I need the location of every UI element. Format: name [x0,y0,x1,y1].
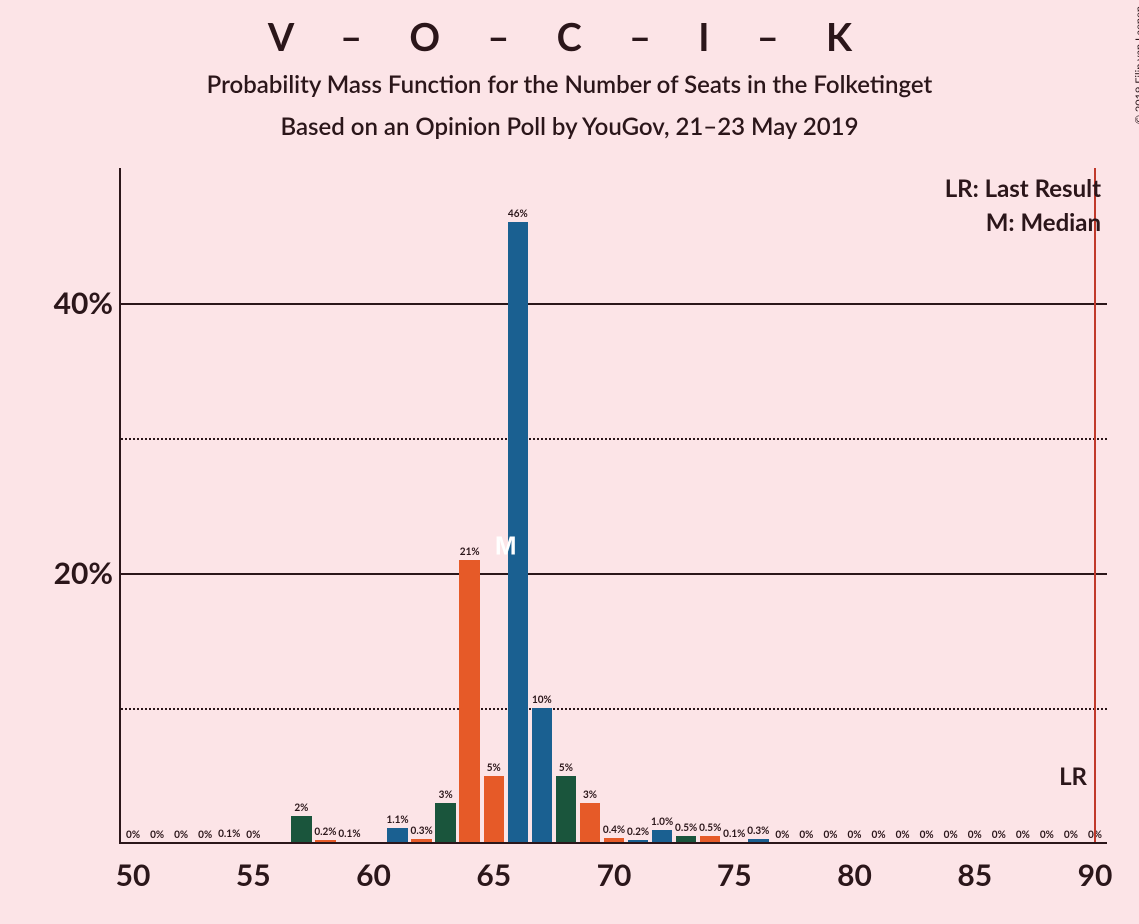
bar-value-label: 0% [1016,829,1030,841]
bar-value-label: 0% [799,829,813,841]
bar [484,776,504,844]
bar-value-label: 5% [559,762,573,774]
xtick-label: 55 [236,843,271,893]
bar-value-label: 0.5% [675,822,697,834]
lr-label: LR [1059,762,1087,791]
bar-value-label: 0% [944,829,958,841]
bar-value-label: 5% [487,762,501,774]
xtick-label: 80 [837,843,872,893]
bar-value-label: 2% [294,802,308,814]
bar-value-label: 3% [439,789,453,801]
bar-value-label: 0.3% [411,825,433,837]
bar-value-label: 46% [508,208,528,220]
chart-subtitle-1: Probability Mass Function for the Number… [0,70,1139,99]
bar-value-label: 0.1% [218,828,240,840]
bar-value-label: 3% [583,789,597,801]
gridline-major [121,573,1107,575]
bar [459,560,479,844]
bar [387,828,407,843]
bar-value-label: 0.2% [314,826,336,838]
bar [556,776,576,844]
bar-value-label: 21% [460,546,480,558]
xtick-label: 85 [957,843,992,893]
xtick-label: 90 [1078,843,1113,893]
gridline-minor [121,438,1107,440]
bar-value-label: 0% [992,829,1006,841]
bar-value-label: 0% [246,829,260,841]
lr-line [1094,168,1096,843]
chart-title: V – O – C – I – K [0,14,1139,60]
bar-value-label: 0.3% [747,825,769,837]
bar-value-label: 0% [150,829,164,841]
bar-value-label: 0% [198,829,212,841]
bar [291,816,311,843]
bar-value-label: 0% [847,829,861,841]
bar-value-label: 0% [872,829,886,841]
xtick-label: 75 [717,843,752,893]
bar-value-label: 0% [126,829,140,841]
bar-value-label: 10% [532,694,552,706]
xtick-label: 70 [597,843,632,893]
bar-value-label: 0% [1040,829,1054,841]
gridline-minor [121,708,1107,710]
bar-value-label: 0.2% [627,826,649,838]
copyright-text: © 2019 Filip van Laenen [1133,6,1139,124]
ytick-label: 40% [54,285,121,321]
y-axis [119,168,121,843]
bar-value-label: 0.1% [723,828,745,840]
bar [652,830,672,844]
bar [532,708,552,843]
bar-value-label: 0% [823,829,837,841]
bar-value-label: 1.0% [651,816,673,828]
xtick-label: 65 [476,843,511,893]
plot-area: 20%40%0%0%0%0%0.1%0%2%0.2%0.1%1.1%0.3%3%… [121,168,1107,843]
chart-subtitle-2: Based on an Opinion Poll by YouGov, 21–2… [0,112,1139,141]
xtick-label: 50 [116,843,151,893]
bar-value-label: 0% [775,829,789,841]
legend-lr: LR: Last Result [945,174,1101,203]
bar-value-label: 0% [920,829,934,841]
bar-value-label: 0% [896,829,910,841]
bar-value-label: 0.1% [338,828,360,840]
gridline-major [121,303,1107,305]
bar-value-label: 0.5% [699,822,721,834]
median-mark: M [495,531,517,562]
legend-median: M: Median [986,208,1101,237]
bar-value-label: 0.4% [603,824,625,836]
xtick-label: 60 [356,843,391,893]
bar-value-label: 0% [968,829,982,841]
ytick-label: 20% [54,555,121,591]
bar-value-label: 0% [1064,829,1078,841]
bar-value-label: 1.1% [386,814,408,826]
bar [580,803,600,844]
chart-container: V – O – C – I – K Probability Mass Funct… [0,0,1139,924]
bar-value-label: 0% [174,829,188,841]
bar [435,803,455,844]
